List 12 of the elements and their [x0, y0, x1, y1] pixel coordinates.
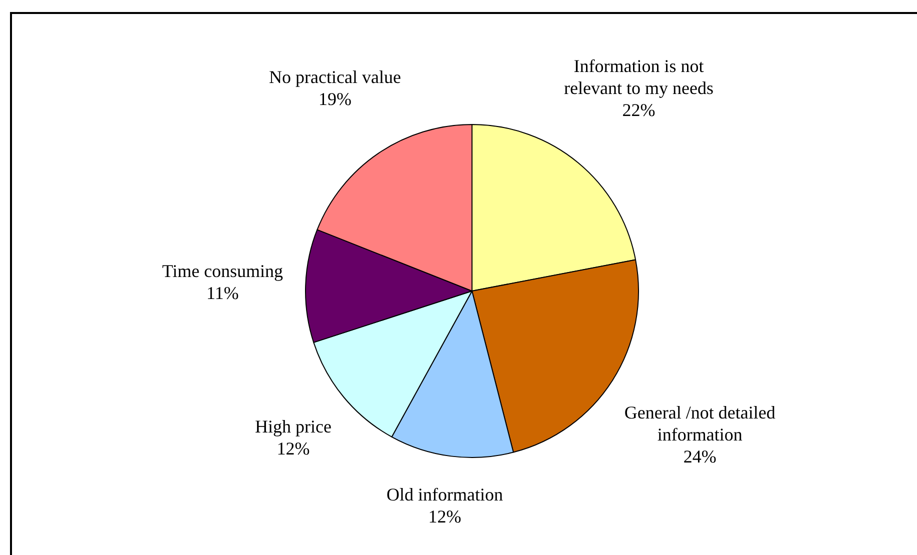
slice-label: High price [255, 416, 332, 437]
data-label: 12% [276, 438, 310, 459]
slice-label: Old information [386, 484, 503, 505]
data-label: 24% [683, 446, 716, 466]
slice-label: No practical value [269, 67, 401, 88]
data-label: 22% [622, 100, 656, 120]
data-label: 12% [428, 506, 462, 527]
slice-label: Time consuming [162, 260, 283, 281]
data-label: 11% [206, 282, 239, 303]
slice-label: Information is not relevant to my needs [564, 56, 714, 98]
data-label: 19% [318, 89, 352, 110]
slice-label: General /not detailed information [624, 402, 776, 444]
